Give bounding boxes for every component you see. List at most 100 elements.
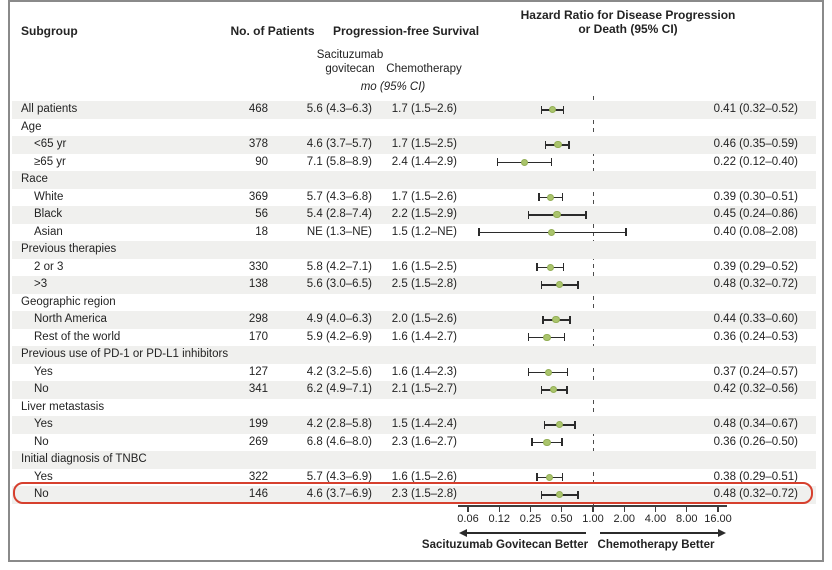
subgroup-label: Black (34, 208, 63, 220)
patients-value: 18 (255, 225, 268, 238)
table-row: Asian 18 NE (1.3–NE) 1.5 (1.2–NE) 0.40 (0.08… (12, 224, 816, 242)
chemotherapy-pfs-value: 1.7 (1.5–2.6) (391, 103, 457, 115)
ci-cap-low (478, 228, 480, 237)
hr-ci-marker (457, 154, 727, 172)
right-arrow-icon (718, 528, 726, 537)
sacituzumab-pfs-value: 4.6 (3.7–5.7) (306, 138, 372, 150)
subgroup-label: No (34, 383, 49, 395)
hr-point-estimate (543, 333, 551, 341)
patients-value: 170 (248, 330, 268, 343)
table-row: Yes 199 4.2 (2.8–5.8) 1.5 (1.4–2.4) 0.48 (0.… (12, 416, 816, 434)
ci-cap-high (569, 315, 571, 324)
axis-tick (654, 505, 657, 512)
axis-tick-label: 0.12 (488, 513, 510, 525)
ci-cap-high (566, 385, 568, 394)
table-row: White 369 5.7 (4.3–6.8) 1.7 (1.5–2.6) 0.39 (… (12, 189, 816, 207)
table-row: ≥65 yr 90 7.1 (5.8–8.9) 2.4 (1.4–2.9) 0.22 (… (12, 154, 816, 172)
table-row: 2 or 3 330 5.8 (4.2–7.1) 1.6 (1.5–2.5) 0.39 … (12, 259, 816, 277)
ci-cap-high (561, 473, 564, 482)
sacituzumab-subheader: Sacituzumab govitecan (304, 49, 396, 76)
sacituzumab-pfs-value: 7.1 (5.8–8.9) (306, 155, 372, 168)
patients-value: 322 (248, 470, 268, 483)
patients-value: 199 (248, 418, 268, 430)
subgroup-label: Initial diagnosis of TNBC (21, 453, 147, 465)
section-header-row: Previous use of PD-1 or PD-L1 inhibitors (12, 346, 816, 364)
axis-tick-label: 0.25 (519, 513, 542, 525)
patients-value: 138 (248, 278, 268, 290)
hr-ci-marker (457, 311, 727, 329)
axis-tick (498, 505, 500, 512)
patients-value: 378 (248, 138, 268, 150)
subgroup-label: No (34, 488, 49, 500)
subgroup-label: Race (21, 173, 48, 185)
table-row: Rest of the world 170 5.9 (4.2–6.9) 1.6 (1.… (12, 329, 816, 347)
chemotherapy-pfs-value: 2.3 (1.6–2.7) (391, 435, 457, 448)
hr-ci-marker (457, 381, 727, 399)
section-header-row: Age (12, 119, 816, 137)
hr-point-estimate (544, 368, 552, 376)
axis-tick-label: 8.00 (676, 513, 698, 525)
chemotherapy-pfs-value: 1.6 (1.5–2.6) (391, 470, 457, 483)
section-header-row: Geographic region (12, 294, 816, 312)
patients-value: 269 (248, 435, 268, 448)
axis-tick-label: 4.00 (644, 513, 667, 525)
ci-cap-high (577, 280, 579, 289)
subgroup-label: No (34, 435, 49, 448)
sacituzumab-subheader-line2: govitecan (325, 62, 375, 75)
hr-ci-marker (457, 224, 727, 242)
hr-text-value: 0.37 (0.24–0.57) (713, 365, 798, 378)
highlight-box (13, 482, 813, 504)
ci-cap-high (585, 210, 587, 219)
subgroup-label: ≥65 yr (34, 155, 66, 168)
table-row: North America 298 4.9 (4.0–6.3) 2.0 (1.5–2.… (12, 311, 816, 329)
hr-ci-marker (457, 206, 727, 224)
hazard-ratio-header-line1: Hazard Ratio for Disease Progression (520, 8, 736, 22)
subgroup-table: All patients 468 5.6 (4.3–6.3) 1.7 (1.5–2.6… (12, 101, 816, 504)
sacituzumab-pfs-value: 5.4 (2.8–7.4) (306, 208, 372, 220)
hr-text-value: 0.48 (0.32–0.72) (713, 278, 798, 290)
sacituzumab-pfs-value: 5.8 (4.2–7.1) (306, 260, 372, 273)
ci-cap-low (540, 385, 543, 394)
left-arrow-icon (459, 528, 467, 537)
ci-cap-low (542, 315, 544, 324)
sacituzumab-pfs-value: 5.6 (4.3–6.3) (306, 103, 372, 115)
chemotherapy-pfs-value: 1.7 (1.5–2.6) (391, 190, 457, 203)
subgroup-label: 2 or 3 (34, 260, 64, 273)
patients-value: 298 (248, 313, 268, 325)
hazard-ratio-header-line2: or Death (95% CI) (578, 22, 678, 36)
chemotherapy-pfs-value: 1.6 (1.4–2.7) (391, 330, 457, 343)
right-arrow-line (600, 532, 719, 534)
ci-cap-low (537, 193, 540, 202)
hr-text-value: 0.48 (0.34–0.67) (713, 418, 798, 430)
table-row: No 341 6.2 (4.9–7.1) 2.1 (1.5–2.7) 0.42 (0.3… (12, 381, 816, 399)
subgroup-label: Previous use of PD-1 or PD-L1 inhibitors (21, 348, 229, 360)
hr-ci-marker (457, 101, 727, 119)
reference-line-hr-1 (592, 96, 594, 506)
axis-tick (686, 505, 688, 512)
axis-tick (561, 505, 563, 512)
patients-value: 330 (248, 260, 268, 273)
sacituzumab-subheader-line1: Sacituzumab (316, 49, 384, 61)
patients-column-header: No. of Patients (230, 24, 315, 38)
subgroup-column-header: Subgroup (21, 24, 78, 38)
ci-cap-high (566, 368, 569, 377)
hr-point-estimate (548, 228, 556, 236)
axis-tick-label: 0.06 (457, 513, 479, 525)
sacituzumab-pfs-value: 6.8 (4.6–8.0) (306, 435, 372, 448)
hr-ci-marker (457, 189, 727, 207)
subgroup-label: Yes (34, 418, 53, 430)
hr-ci-marker (457, 416, 727, 434)
hr-ci-marker (457, 276, 727, 294)
ci-cap-high (560, 438, 563, 447)
hr-ci-marker (457, 259, 727, 277)
hr-point-estimate (556, 421, 564, 429)
chemotherapy-pfs-value: 1.5 (1.2–NE) (391, 225, 457, 238)
sacituzumab-pfs-value: NE (1.3–NE) (306, 225, 372, 238)
table-row: No 146 4.6 (3.7–6.9) 2.3 (1.5–2.8) 0.48 (0.3… (12, 486, 816, 504)
hr-text-value: 0.22 (0.12–0.40) (713, 155, 798, 168)
ci-cap-high (568, 140, 570, 149)
pfs-column-header: Progression-free Survival (332, 24, 480, 38)
left-better-label: Sacituzumab Govitecan Better (421, 539, 589, 551)
hr-point-estimate (543, 438, 551, 446)
units-label: mo (95% CI) (360, 81, 426, 93)
